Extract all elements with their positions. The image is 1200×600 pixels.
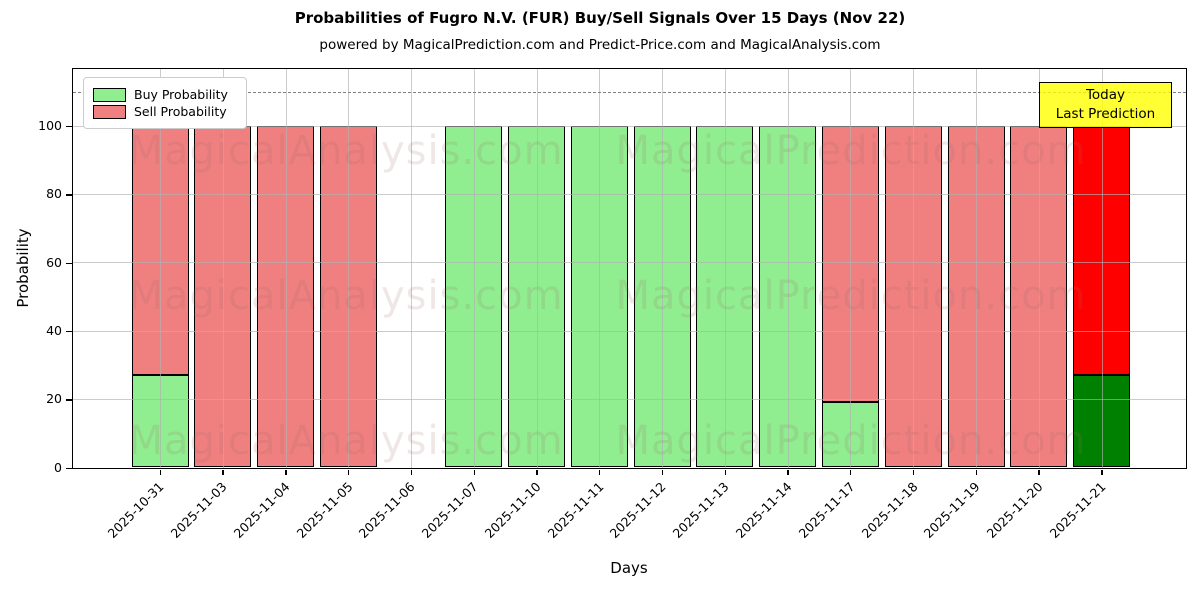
v-gridline: [411, 69, 413, 468]
today-annotation: Today Last Prediction: [1039, 82, 1172, 128]
y-tick-label: 80: [46, 186, 62, 202]
legend-label-sell: Sell Probability: [134, 104, 227, 119]
y-tick-label: 60: [46, 254, 62, 270]
y-tick-label: 100: [38, 118, 62, 134]
watermark-text: MagicalPrediction.com: [615, 128, 1087, 174]
watermark-text: MagicalPrediction.com: [615, 273, 1087, 319]
plot-area: MagicalAnalysis.com MagicalPrediction.com…: [72, 68, 1187, 469]
x-tick-mark: [1101, 470, 1103, 475]
watermark-text: MagicalAnalysis.com: [128, 418, 564, 464]
legend-item-sell: Sell Probability: [93, 104, 236, 119]
y-tick-mark: [65, 194, 72, 196]
v-gridline: [536, 69, 538, 468]
v-gridline: [913, 69, 915, 468]
v-gridline: [285, 69, 287, 468]
v-gridline: [348, 69, 350, 468]
v-gridline: [160, 69, 161, 468]
v-gridline: [787, 69, 789, 468]
x-tick-mark: [661, 470, 664, 475]
y-tick-label: 40: [46, 323, 62, 339]
watermark-text: MagicalAnalysis.com: [128, 128, 564, 174]
chart-subtitle: powered by MagicalPrediction.com and Pre…: [319, 37, 881, 53]
h-gridline: [73, 330, 1186, 332]
x-tick-mark: [975, 470, 977, 475]
watermark-text: MagicalPrediction.com: [615, 418, 1087, 464]
h-gridline: [73, 125, 1186, 127]
y-tick-label: 20: [46, 391, 62, 407]
v-gridline: [1038, 69, 1040, 468]
v-gridline: [662, 69, 664, 468]
v-gridline: [850, 69, 852, 468]
watermark-text: MagicalAnalysis.com: [128, 273, 564, 319]
v-gridline: [473, 69, 475, 468]
x-tick-mark: [159, 470, 161, 475]
v-gridline: [724, 69, 726, 468]
h-gridline: [73, 194, 1186, 196]
h-gridline: [73, 399, 1186, 401]
x-tick-mark: [473, 470, 475, 475]
legend: Buy Probability Sell Probability: [83, 77, 247, 129]
v-gridline: [599, 69, 601, 468]
x-tick-mark: [850, 470, 852, 475]
x-tick-mark: [599, 470, 601, 475]
x-tick-mark: [724, 470, 726, 475]
x-tick-mark: [222, 470, 224, 475]
x-tick-mark: [912, 470, 915, 475]
y-tick-label: 0: [54, 459, 62, 475]
chart-title: Probabilities of Fugro N.V. (FUR) Buy/Se…: [294, 9, 906, 27]
h-gridline: [73, 262, 1186, 264]
today-annotation-line1: Today: [1085, 87, 1126, 103]
y-tick-mark: [65, 331, 72, 333]
x-tick-mark: [1038, 470, 1040, 475]
x-tick-mark: [348, 470, 350, 475]
legend-label-buy: Buy Probability: [134, 87, 228, 102]
v-gridline: [976, 69, 977, 468]
x-tick-mark: [285, 470, 287, 475]
y-tick-mark: [65, 262, 72, 264]
today-annotation-line2: Last Prediction: [1055, 106, 1156, 122]
x-tick-mark: [787, 470, 789, 475]
x-tick-mark: [410, 470, 413, 475]
x-tick-mark: [536, 470, 538, 475]
buy-swatch-icon: [93, 87, 126, 102]
threshold-dashed-line: [73, 91, 1186, 93]
v-gridline: [1101, 69, 1103, 468]
x-axis-label: Days: [610, 559, 648, 577]
v-gridline: [222, 69, 224, 468]
y-tick-mark: [65, 126, 72, 128]
sell-swatch-icon: [93, 104, 126, 119]
legend-item-buy: Buy Probability: [93, 87, 236, 102]
y-tick-mark: [65, 467, 72, 469]
y-tick-mark: [65, 399, 72, 401]
